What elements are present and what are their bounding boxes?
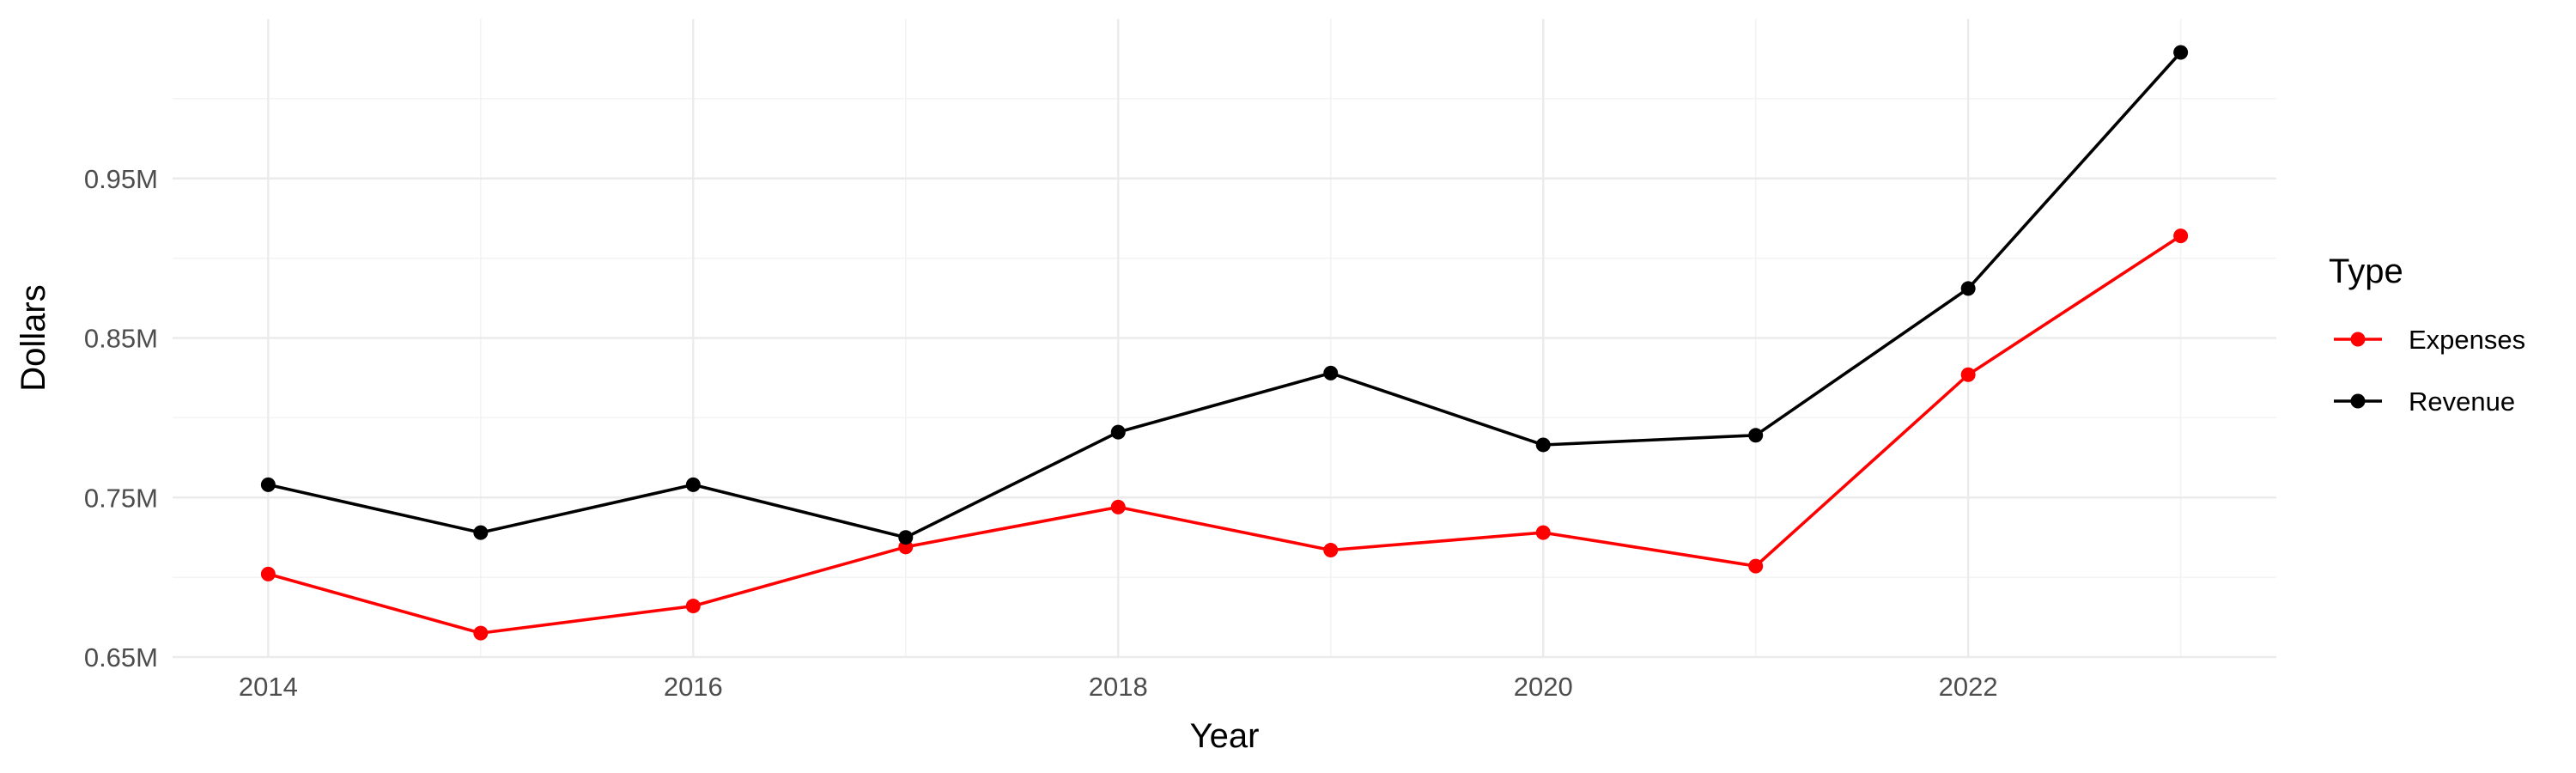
data-point-revenue <box>260 477 276 492</box>
x-tick-label: 2016 <box>664 672 723 702</box>
data-point-revenue <box>1110 424 1126 440</box>
data-point-expenses <box>260 566 276 581</box>
data-point-expenses <box>1323 543 1339 558</box>
data-point-revenue <box>1323 365 1339 380</box>
x-axis-tick-labels: 2014 2016 2018 2020 2022 <box>239 672 1998 702</box>
data-point-revenue <box>898 530 914 545</box>
series-line-revenue <box>266 51 2183 539</box>
x-tick-label: 2014 <box>239 672 298 702</box>
series-revenue <box>260 45 2189 545</box>
series-line-expenses <box>266 234 2183 635</box>
data-point-revenue <box>1748 428 1764 443</box>
x-tick-label: 2020 <box>1514 672 1573 702</box>
y-tick-label: 0.75M <box>84 483 158 513</box>
legend-key-point <box>2350 332 2366 347</box>
legend-label: Revenue <box>2409 386 2515 417</box>
data-point-revenue <box>1535 437 1551 453</box>
data-point-expenses <box>1748 558 1764 574</box>
y-axis-tick-labels: 0.65M 0.75M 0.85M 0.95M <box>84 164 158 673</box>
series-expenses <box>260 228 2189 641</box>
x-tick-label: 2018 <box>1089 672 1148 702</box>
y-tick-label: 0.85M <box>84 324 158 354</box>
data-point-expenses <box>2173 228 2189 244</box>
data-point-expenses <box>1535 525 1551 540</box>
legend-key-point <box>2350 393 2366 409</box>
data-point-expenses <box>473 625 489 641</box>
legend-item-revenue: Revenue <box>2334 386 2515 417</box>
data-point-revenue <box>473 525 489 540</box>
data-point-expenses <box>685 599 701 614</box>
series-layer <box>260 45 2189 641</box>
data-point-revenue <box>2173 45 2189 60</box>
data-point-revenue <box>685 477 701 492</box>
y-axis-title: Dollars <box>15 284 52 391</box>
legend-title: Type <box>2329 253 2403 290</box>
legend: Type Expenses Revenue <box>2329 253 2525 417</box>
legend-label: Expenses <box>2409 325 2525 355</box>
data-point-revenue <box>1960 281 1976 296</box>
major-gridlines <box>173 19 2276 659</box>
y-tick-label: 0.65M <box>84 642 158 673</box>
x-axis-title: Year <box>1190 717 1260 755</box>
legend-item-expenses: Expenses <box>2334 325 2525 355</box>
x-tick-label: 2022 <box>1939 672 1998 702</box>
minor-gridlines <box>173 19 2276 657</box>
data-point-expenses <box>1110 499 1126 514</box>
y-tick-label: 0.95M <box>84 164 158 194</box>
data-point-expenses <box>1960 367 1976 382</box>
